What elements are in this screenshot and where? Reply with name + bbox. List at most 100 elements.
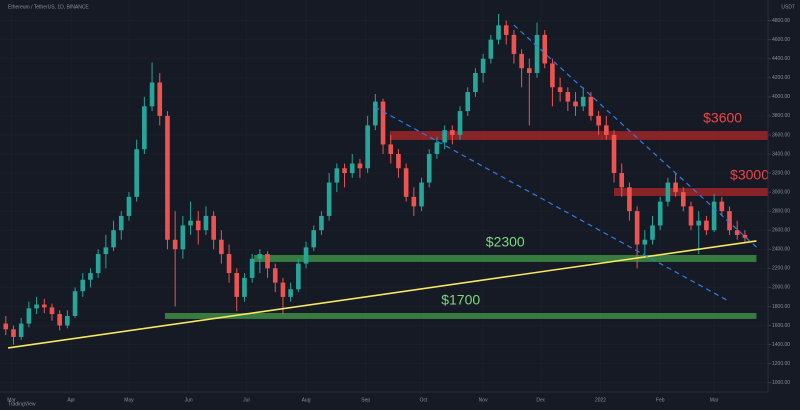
y-tick-label: 2400.00 [772,247,790,253]
zone [389,131,768,140]
y-tick-label: 3800.00 [772,113,790,119]
y-tick-label: 4800.00 [772,18,790,24]
candle-body [596,115,601,126]
candle-body [334,168,340,183]
candle-body [534,34,540,73]
x-tick-label: Mar [710,397,719,403]
candle-body [365,125,370,169]
candle-body [573,101,578,107]
x-tick-label: Feb [656,397,665,403]
candle-body [426,153,432,183]
candle-body [442,130,447,143]
x-tick-label: Mar [7,397,16,403]
candle-body [627,187,632,212]
candle-body [257,254,263,259]
candle-body [180,225,186,250]
candle-body [680,192,686,207]
candle-body [634,211,640,245]
y-tick-label: 4200.00 [772,75,790,81]
candle-body [188,220,193,226]
candle-body [211,215,216,240]
candle-body [557,87,563,93]
candle-body [195,220,201,231]
candle-body [673,182,678,193]
candle-body [203,215,209,231]
candle-body [126,196,132,216]
x-tick-label: Apr [67,397,75,403]
candle-body [580,96,586,107]
candle-body [265,254,270,269]
candle-body [111,230,116,248]
zone [164,313,757,319]
candle-body [727,211,732,231]
candle-body [657,201,663,226]
y-tick-label: 1800.00 [772,304,790,310]
candle-body [388,144,394,154]
y-tick-label: 3000.00 [772,189,790,195]
candle-body [550,63,555,88]
candle-body [34,304,39,309]
y-tick-label: 1400.00 [772,342,790,348]
candle-body [49,307,55,315]
trend-line [7,240,757,349]
candle-body [357,163,363,169]
labels: 1000.00 1200.00 1400.00 1600.00 1800.00 2000.… [7,18,790,403]
zone [614,187,768,196]
zone [254,254,757,262]
candle-body [450,130,455,135]
candle-body [542,34,548,64]
candle-body [457,111,463,135]
candle-body [373,101,378,126]
candle-body [296,263,301,290]
candle-body [588,96,594,116]
y-tick-label: 1000.00 [772,380,790,386]
candle-body [11,329,16,337]
candle-body [565,92,571,102]
x-tick-label: Oct [420,397,428,403]
candle-body [41,304,47,308]
x-tick-label: Jul [243,397,249,403]
trend-lines [7,24,760,349]
candle-body [734,230,740,235]
y-tick-label: 3400.00 [772,151,790,157]
candle-body [711,201,717,231]
candle-body [219,239,224,255]
candle-body [496,25,501,40]
candle-body [95,254,101,274]
candle-body [103,247,109,255]
candle-body [619,173,625,188]
x-tick-label: 2022 [595,397,606,403]
candle-body [303,247,309,264]
candle-body [419,182,424,207]
candle-body [411,196,417,207]
candle-body [519,53,524,69]
candle-body [165,115,170,240]
candle-body [319,215,324,231]
y-tick-label: 3600.00 [772,132,790,138]
candle-body [65,315,70,326]
candle-body [688,206,694,226]
candle-body [342,168,347,174]
chart-title: Ethereum / TetherUS, 1D, BINANCE [8,4,89,10]
x-tick-label: Jun [185,397,193,403]
candle-body [403,168,409,197]
candle-body [665,182,671,202]
candle-body [242,277,247,297]
candle-body [142,106,147,150]
y-tick-label: 1600.00 [772,323,790,329]
candle-body [473,72,478,93]
x-tick-label: Sep [361,397,370,403]
y-tick-label: 2000.00 [772,285,790,291]
y-tick-label: 2200.00 [772,266,790,272]
zone-label: $2300 [486,234,525,250]
zone-label: $3000 [730,167,769,183]
candle-body [280,282,286,297]
candle-body [311,230,317,248]
candle-body [480,58,486,73]
candle-body [288,289,293,297]
candle-body [650,225,655,240]
y-tick-label: 4400.00 [772,56,790,62]
candle-body [503,25,509,35]
